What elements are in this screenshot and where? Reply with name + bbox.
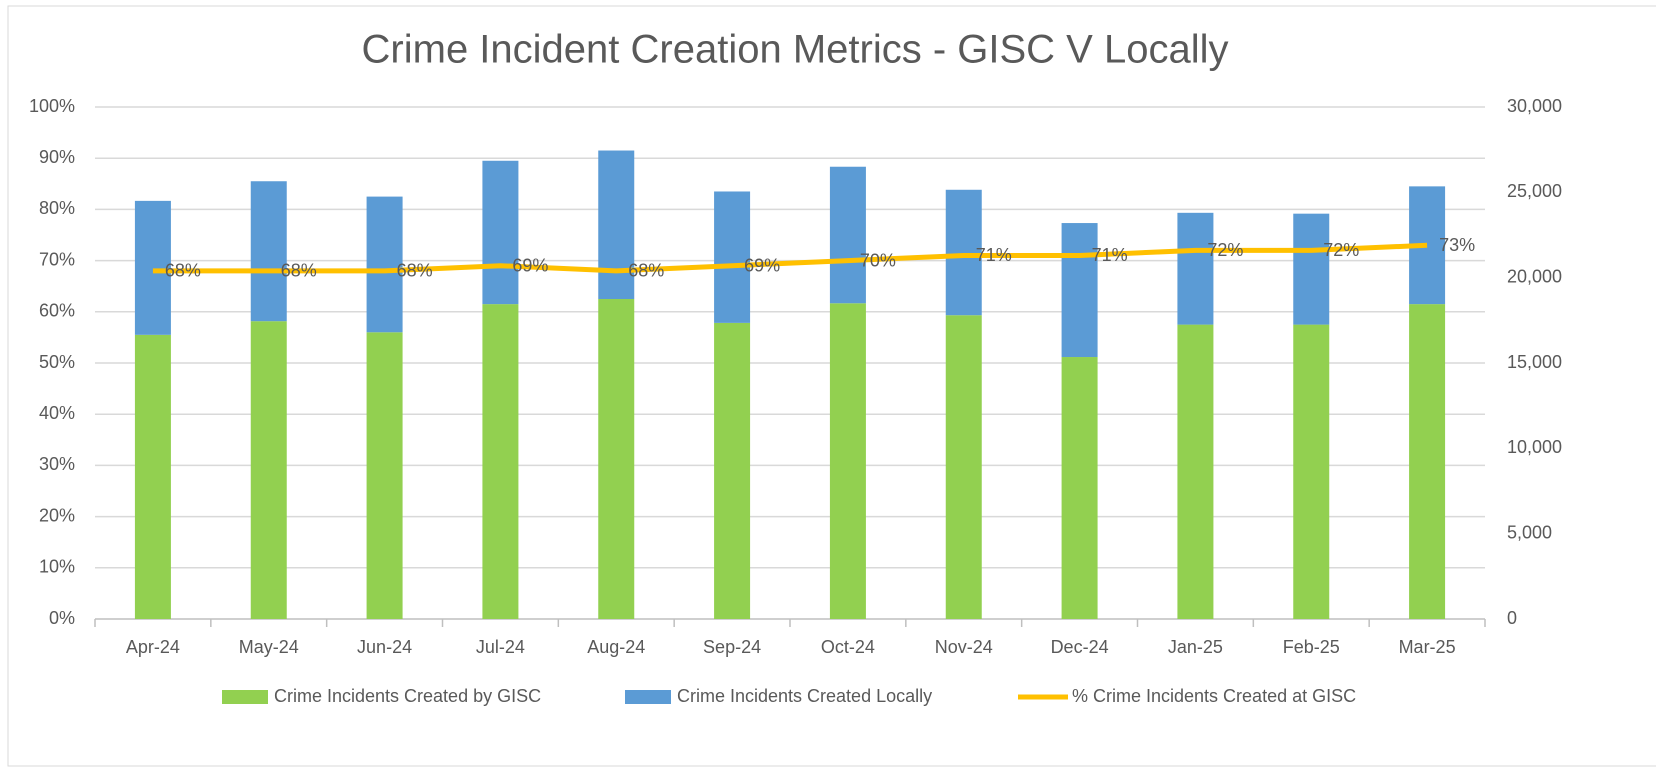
bar: [1177, 324, 1214, 619]
chart-title: Crime Incident Creation Metrics - GISC V…: [362, 28, 1229, 72]
x-tick-label: Jun-24: [357, 637, 412, 657]
bar: [598, 299, 635, 619]
bar: [366, 196, 403, 333]
data-label: 68%: [165, 261, 201, 281]
legend-label: Crime Incidents Created Locally: [677, 686, 932, 706]
bar: [366, 332, 403, 619]
x-tick-label: Oct-24: [821, 637, 875, 657]
bar: [829, 303, 866, 619]
x-tick-label: Apr-24: [126, 637, 180, 657]
bar: [598, 150, 635, 299]
y-tick-label: 50%: [39, 352, 75, 372]
x-tick-label: Mar-25: [1399, 637, 1456, 657]
y2-tick-label: 10,000: [1507, 437, 1562, 457]
bar: [482, 160, 519, 305]
y-tick-label: 0%: [49, 608, 75, 628]
data-label: 68%: [628, 261, 664, 281]
data-label: 69%: [744, 255, 780, 275]
data-label: 73%: [1439, 235, 1475, 255]
y2-tick-label: 20,000: [1507, 266, 1562, 286]
bar: [250, 181, 287, 322]
x-tick-label: Jan-25: [1168, 637, 1223, 657]
bar: [134, 334, 171, 619]
legend-swatch: [625, 690, 671, 704]
line: [152, 242, 1428, 274]
data-label: 71%: [976, 245, 1012, 265]
y2-tick-label: 15,000: [1507, 352, 1562, 372]
data-label: 72%: [1207, 240, 1243, 260]
y-tick-label: 20%: [39, 505, 75, 525]
bar: [1409, 304, 1446, 619]
x-tick-label: Sep-24: [703, 637, 761, 657]
data-label: 71%: [1092, 245, 1128, 265]
x-tick-label: Feb-25: [1283, 637, 1340, 657]
data-label: 72%: [1323, 240, 1359, 260]
x-tick-label: Nov-24: [935, 637, 993, 657]
bar: [1177, 212, 1214, 325]
bar: [1061, 223, 1098, 358]
y2-tick-label: 25,000: [1507, 181, 1562, 201]
bar: [482, 304, 519, 619]
y2-tick-label: 5,000: [1507, 522, 1552, 542]
y-tick-label: 60%: [39, 301, 75, 321]
x-tick-label: Dec-24: [1051, 637, 1109, 657]
bar: [250, 321, 287, 619]
bar: [714, 191, 751, 323]
x-tick-label: May-24: [239, 637, 299, 657]
bar: [1293, 213, 1330, 325]
bar: [134, 200, 171, 335]
y-tick-label: 10%: [39, 557, 75, 577]
y-tick-label: 30%: [39, 454, 75, 474]
bar: [945, 315, 982, 619]
x-tick-label: Aug-24: [587, 637, 645, 657]
x-tick-label: Jul-24: [476, 637, 525, 657]
y2-tick-label: 0: [1507, 608, 1517, 628]
legend-label: % Crime Incidents Created at GISC: [1072, 686, 1356, 706]
bar: [714, 322, 751, 619]
y-tick-label: 100%: [29, 96, 75, 116]
bar: [1293, 324, 1330, 619]
bar: [1061, 357, 1098, 619]
data-label: 68%: [397, 261, 433, 281]
legend-swatch: [222, 690, 268, 704]
y-tick-label: 80%: [39, 198, 75, 218]
legend-label: Crime Incidents Created by GISC: [274, 686, 541, 706]
bar: [829, 166, 866, 304]
chart-border: [7, 5, 1656, 767]
bar: [945, 189, 982, 316]
y-tick-label: 90%: [39, 147, 75, 167]
y-tick-label: 70%: [39, 249, 75, 269]
y2-tick-label: 30,000: [1507, 96, 1562, 116]
data-label: 68%: [281, 261, 317, 281]
data-label: 69%: [512, 255, 548, 275]
data-label: 70%: [860, 250, 896, 270]
y-tick-label: 40%: [39, 403, 75, 423]
